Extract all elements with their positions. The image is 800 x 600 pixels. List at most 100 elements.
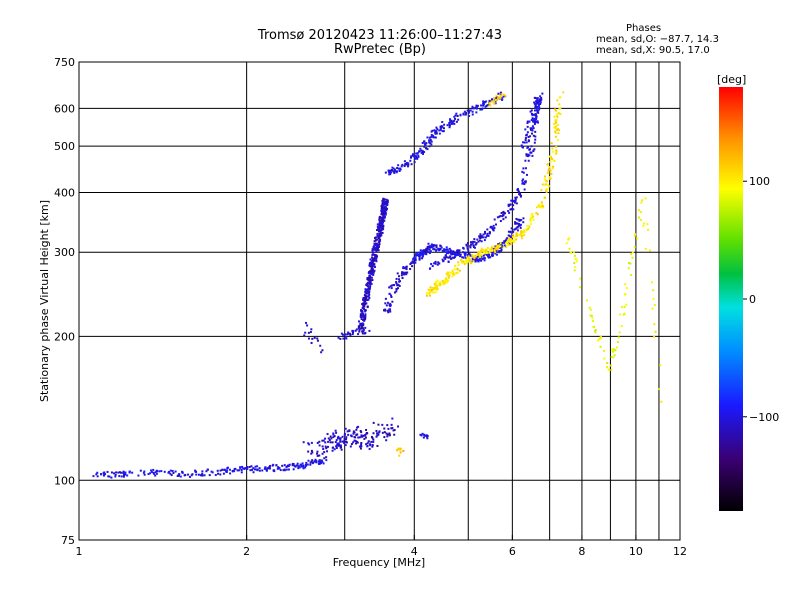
echo-point <box>435 281 438 284</box>
echo-point <box>459 114 462 117</box>
echo-point <box>594 330 597 333</box>
echo-point <box>426 148 429 151</box>
echo-point <box>371 272 374 275</box>
echo-point <box>421 152 424 155</box>
echo-point <box>388 309 391 312</box>
echo-point <box>445 272 448 275</box>
echo-point <box>355 328 358 331</box>
echo-point <box>160 470 163 473</box>
echo-point <box>201 472 204 475</box>
echo-point <box>521 141 524 144</box>
echo-point <box>388 304 391 307</box>
echo-point <box>464 251 467 254</box>
echo-point <box>431 245 434 248</box>
echo-point <box>489 225 492 228</box>
echo-point <box>387 311 390 314</box>
echo-point <box>229 472 232 475</box>
echo-point <box>386 309 389 312</box>
echo-point <box>181 471 184 474</box>
echo-point <box>313 460 316 463</box>
echo-point <box>520 234 523 237</box>
echo-point <box>517 224 520 227</box>
echo-point <box>285 465 288 468</box>
echo-point <box>520 230 523 233</box>
echo-point <box>370 440 373 443</box>
echo-point <box>441 258 444 261</box>
echo-point <box>567 238 570 241</box>
echo-point <box>519 226 522 229</box>
echo-point <box>515 217 518 220</box>
echo-point <box>533 141 536 144</box>
echo-point <box>385 202 388 205</box>
echo-point <box>490 254 493 257</box>
echo-point <box>371 261 374 264</box>
echo-point <box>644 247 647 250</box>
echo-point <box>531 128 534 131</box>
echo-point <box>502 218 505 221</box>
echo-point <box>377 433 380 436</box>
echo-point <box>546 188 549 191</box>
echo-point <box>342 337 345 340</box>
echo-point <box>658 388 661 391</box>
echo-point <box>457 252 460 255</box>
echo-point <box>405 273 408 276</box>
echo-point <box>508 211 511 214</box>
echo-point <box>449 121 452 124</box>
echo-point <box>522 221 525 224</box>
echo-point <box>524 138 527 141</box>
echo-point <box>538 205 541 208</box>
echo-point <box>337 442 340 445</box>
echo-point <box>420 434 423 437</box>
echo-point <box>383 431 386 434</box>
echo-point <box>226 466 229 469</box>
echo-point <box>307 337 310 340</box>
echo-point <box>404 163 407 166</box>
echo-point <box>402 272 405 275</box>
echo-point <box>381 199 384 202</box>
echo-point <box>304 331 307 334</box>
echo-point <box>181 470 184 473</box>
echo-point <box>397 425 400 428</box>
echo-point <box>360 310 363 313</box>
echo-point <box>452 253 455 256</box>
echo-point <box>475 106 478 109</box>
echo-point <box>606 362 609 365</box>
echo-point <box>102 474 105 477</box>
echo-point <box>398 454 401 457</box>
echo-point <box>433 129 436 132</box>
echo-point <box>452 271 455 274</box>
echo-point <box>493 218 496 221</box>
echo-point <box>495 98 498 101</box>
echo-point <box>337 437 340 440</box>
echo-point <box>377 230 380 233</box>
echo-point <box>402 266 405 269</box>
echo-point <box>391 284 394 287</box>
echo-point <box>428 294 431 297</box>
echo-point <box>384 171 387 174</box>
echo-point <box>110 476 113 479</box>
echo-point <box>188 475 191 478</box>
echo-point <box>552 159 555 162</box>
echo-point <box>504 212 507 215</box>
echo-point <box>117 471 120 474</box>
echo-point <box>389 171 392 174</box>
echo-point <box>426 437 429 440</box>
echo-point <box>401 271 404 274</box>
echo-point <box>355 442 358 445</box>
echo-point <box>362 315 365 318</box>
echo-point <box>373 263 376 266</box>
echo-point <box>378 431 381 434</box>
echo-point <box>413 155 416 158</box>
echo-point <box>557 132 560 135</box>
echo-point <box>422 253 425 256</box>
echo-point <box>433 136 436 139</box>
echo-point <box>358 324 361 327</box>
echo-point <box>448 123 451 126</box>
echo-point <box>533 123 536 126</box>
echo-point <box>532 119 535 122</box>
echo-point <box>424 249 427 252</box>
echo-point <box>114 473 117 476</box>
echo-point <box>435 248 438 251</box>
echo-point <box>366 289 369 292</box>
echo-point <box>465 260 468 263</box>
